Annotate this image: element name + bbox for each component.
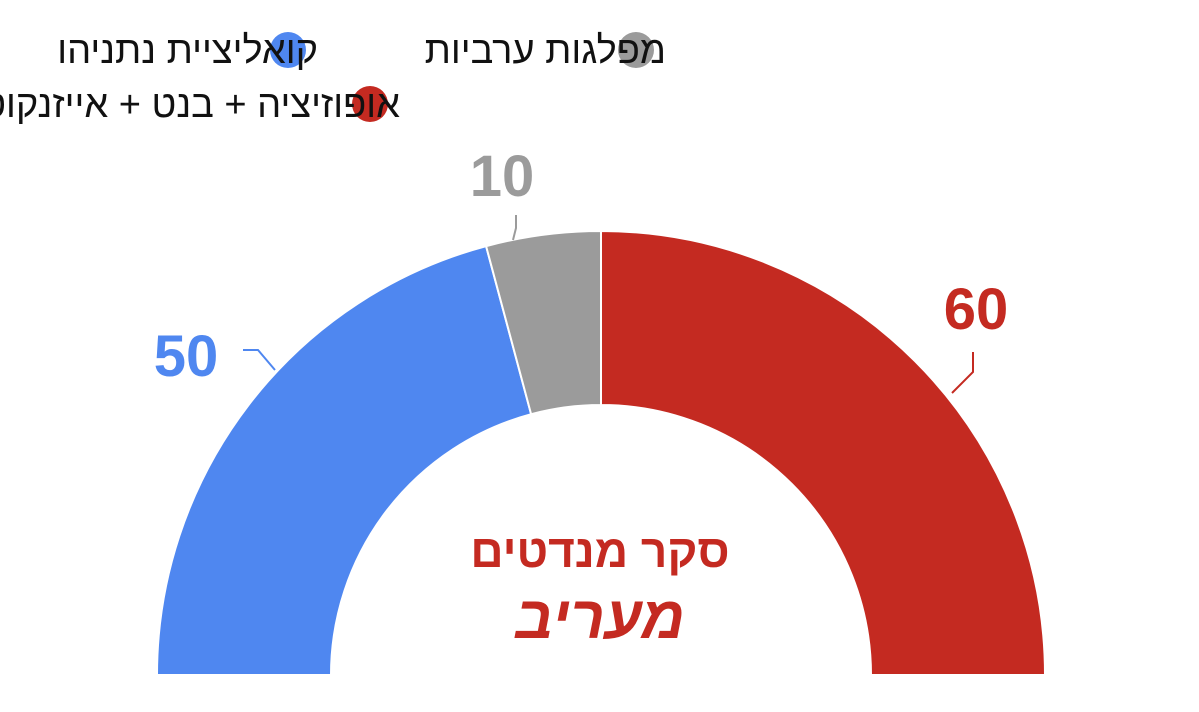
leader-line-opposition (951, 352, 974, 394)
value-label-arab-parties: 10 (470, 144, 535, 209)
leader-line-netanyahu-coalition (243, 349, 276, 371)
legend-swatch-netanyahu-coalition (270, 32, 306, 68)
segment-opposition (600, 229, 1047, 676)
leader-line-arab-parties (512, 215, 517, 241)
maariv-logo: מעריב (514, 584, 685, 651)
segment-netanyahu-coalition (155, 244, 533, 676)
legend-item-netanyahu-coalition: קואליציית נתניהו (57, 30, 318, 72)
value-label-netanyahu-coalition: 50 (154, 324, 219, 389)
legend-label-arab-parties: מפלגות ערביות (425, 30, 666, 72)
legend-item-opposition: אופוזיציה + בנט + אייזנקוט (0, 84, 400, 126)
legend-label-opposition: אופוזיציה + בנט + אייזנקוט (0, 84, 400, 126)
leader-lines (243, 215, 974, 394)
poll-title: סקר מנדטים (470, 525, 729, 577)
legend-item-arab-parties: מפלגות ערביות (425, 30, 666, 72)
legend-label-netanyahu-coalition: קואליציית נתניהו (57, 30, 318, 72)
legend-swatch-opposition (352, 86, 388, 122)
value-label-opposition: 60 (944, 277, 1009, 342)
legend-swatch-arab-parties (618, 32, 654, 68)
legend: מפלגות ערביות קואליציית נתניהו אופוזיציה… (0, 30, 666, 126)
donut-segments (155, 229, 1047, 676)
